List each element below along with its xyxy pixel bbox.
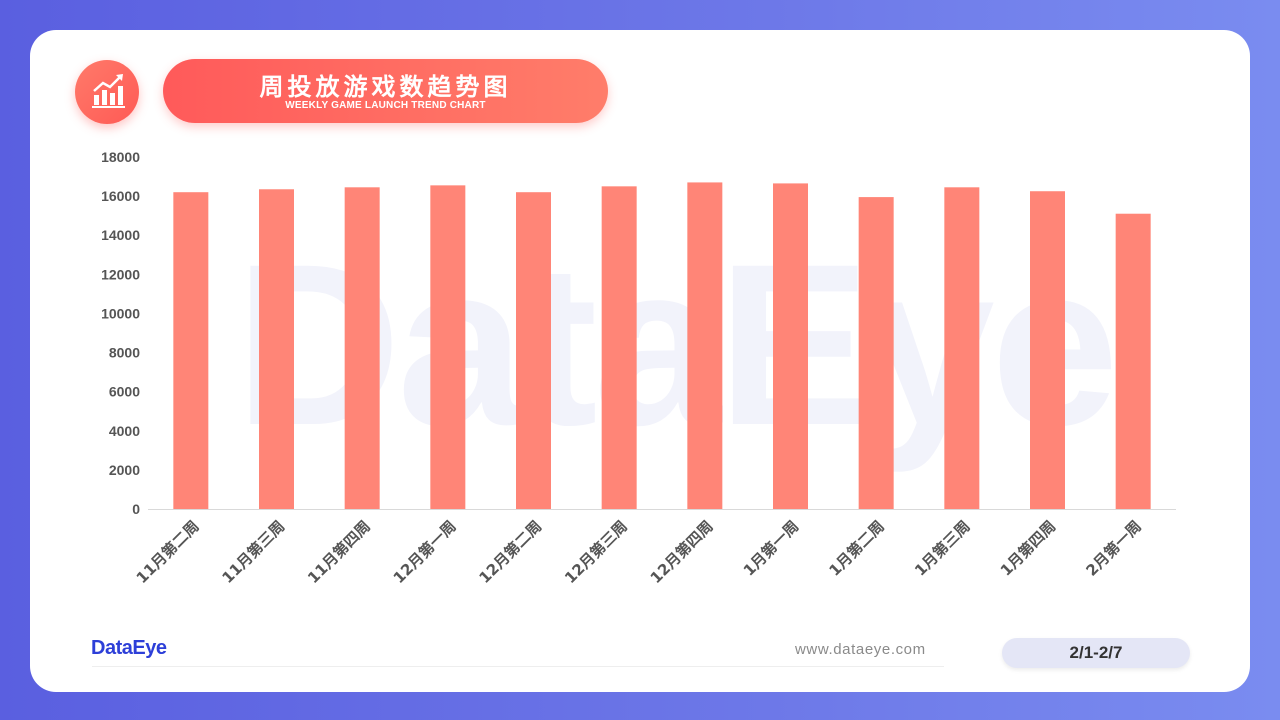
y-tick-label: 0 bbox=[132, 501, 140, 517]
bar bbox=[1030, 191, 1065, 509]
bar bbox=[516, 192, 551, 509]
bar bbox=[344, 187, 380, 510]
title-banner: 周投放游戏数趋势图 WEEKLY GAME LAUNCH TREND CHART bbox=[163, 59, 608, 123]
bar bbox=[259, 189, 294, 509]
website-link[interactable]: www.dataeye.com bbox=[795, 641, 926, 658]
x-tick-label: 1月第一周 bbox=[740, 517, 803, 580]
y-tick-label: 16000 bbox=[101, 188, 140, 204]
x-tick-label: 12月第四周 bbox=[647, 517, 717, 587]
y-tick-label: 12000 bbox=[101, 266, 140, 282]
x-tick-label: 11月第二周 bbox=[133, 517, 203, 587]
bar bbox=[687, 182, 723, 509]
x-tick-label: 11月第三周 bbox=[218, 517, 288, 587]
bar bbox=[773, 183, 808, 509]
y-tick-label: 14000 bbox=[101, 227, 140, 243]
bar bbox=[858, 197, 894, 510]
x-tick-label: 2月第一周 bbox=[1082, 517, 1145, 580]
bar bbox=[944, 187, 980, 510]
y-tick-label: 4000 bbox=[109, 423, 140, 439]
date-range-badge: 2/1-2/7 bbox=[1002, 638, 1190, 668]
x-tick-label: 12月第一周 bbox=[390, 517, 460, 587]
footer-divider bbox=[92, 666, 944, 667]
page-subtitle: WEEKLY GAME LAUNCH TREND CHART bbox=[285, 100, 486, 111]
y-tick-label: 2000 bbox=[109, 462, 140, 478]
bar bbox=[430, 185, 466, 509]
x-tick-label: 12月第二周 bbox=[475, 517, 545, 587]
bar bbox=[173, 192, 209, 509]
x-tick-label: 12月第三周 bbox=[561, 517, 631, 587]
x-tick-label: 11月第四周 bbox=[304, 517, 374, 587]
y-tick-label: 6000 bbox=[109, 384, 140, 400]
bar-chart-icon bbox=[75, 60, 139, 124]
y-tick-label: 18000 bbox=[101, 149, 140, 165]
bar bbox=[1115, 213, 1151, 509]
y-tick-label: 8000 bbox=[109, 345, 140, 361]
page-title: 周投放游戏数趋势图 bbox=[259, 73, 512, 101]
x-tick-label: 1月第三周 bbox=[911, 517, 974, 580]
x-tick-label: 1月第二周 bbox=[825, 517, 888, 580]
y-tick-label: 10000 bbox=[101, 305, 140, 321]
brand-logo: DataEye bbox=[91, 637, 167, 659]
x-tick-label: 1月第四周 bbox=[997, 517, 1060, 580]
bar bbox=[601, 186, 637, 510]
